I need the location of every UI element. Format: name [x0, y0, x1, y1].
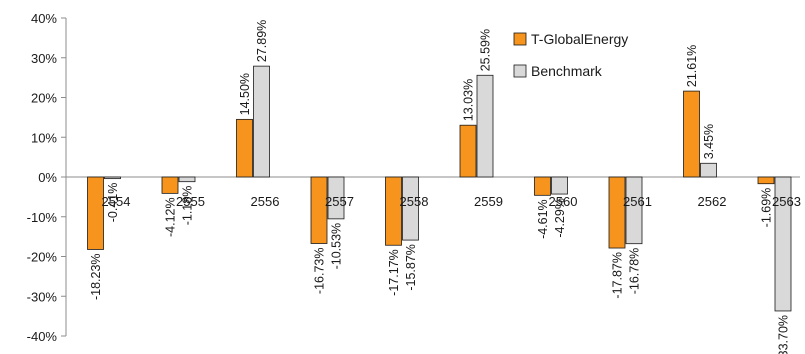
bar-benchmark-2558 — [402, 176, 419, 241]
data-label: 13.03% — [462, 79, 476, 121]
bar-t-globalenergy-2561 — [608, 176, 626, 249]
x-tick-label: 2556 — [251, 194, 280, 209]
legend-swatch-benchmark — [513, 64, 527, 78]
data-label: -0.41% — [106, 183, 120, 223]
data-label: -4.12% — [164, 197, 178, 237]
bar-benchmark-2560 — [551, 176, 568, 195]
data-label: 3.45% — [702, 124, 716, 159]
x-tick-label: 2560 — [549, 194, 578, 209]
x-tick-label: 2555 — [176, 194, 205, 209]
x-tick-label: 2562 — [698, 194, 727, 209]
bar-t-globalenergy-2556 — [236, 118, 253, 178]
data-label: 21.61% — [685, 45, 699, 87]
bar-t-globalenergy-2557 — [310, 176, 328, 244]
x-tick-label: 2559 — [474, 194, 503, 209]
data-label: 14.50% — [238, 73, 252, 115]
data-label: -17.87% — [611, 252, 625, 299]
bar-benchmark-2554 — [104, 176, 121, 180]
category-labels: 2554 2555 2556 2557 2558 2559 2560 2561 2562 2563 — [102, 194, 801, 209]
data-label: -4.29% — [553, 198, 567, 238]
y-tick-label: 30% — [31, 51, 57, 66]
legend: T-GlobalEnergy Benchmark — [513, 31, 628, 79]
y-tick-label: 40% — [31, 11, 57, 26]
data-label: -10.53% — [330, 223, 344, 270]
bar-t-globalenergy-2554 — [87, 176, 104, 250]
y-tick-label: -40% — [27, 329, 58, 344]
legend-label-t-globalenergy: T-GlobalEnergy — [531, 31, 628, 47]
axes: 40% 30% 20% 10% 0% -10% -20% -30% -40% — [27, 11, 800, 344]
y-tick-label: 0% — [38, 170, 57, 185]
bar-t-globalenergy-2562 — [683, 90, 700, 178]
bar-t-globalenergy-2563 — [757, 176, 775, 185]
y-tick-label: -10% — [27, 210, 58, 225]
legend-label-benchmark: Benchmark — [531, 63, 603, 79]
data-label: -18.23% — [89, 253, 103, 300]
y-tick-label: 10% — [31, 130, 57, 145]
data-label: 25.59% — [479, 29, 493, 71]
data-label: -1.18% — [181, 186, 195, 226]
data-label: -16.73% — [313, 248, 327, 295]
y-tick-label: -20% — [27, 250, 58, 265]
data-label: -1.69% — [760, 188, 774, 228]
bar-t-globalenergy-2558 — [385, 176, 402, 246]
x-tick-label: 2561 — [623, 194, 652, 209]
bars — [87, 65, 792, 312]
bar-benchmark-2563 — [774, 176, 792, 312]
bar-t-globalenergy-2560 — [534, 176, 551, 196]
bar-t-globalenergy-2555 — [161, 176, 179, 194]
x-tick-label: 2557 — [325, 194, 354, 209]
data-label: 27.89% — [255, 20, 269, 62]
y-tick-label: 20% — [31, 91, 57, 106]
bar-benchmark-2562 — [700, 162, 717, 178]
bar-benchmark-2557 — [327, 176, 345, 220]
data-label: -4.61% — [536, 199, 550, 239]
data-label: -16.78% — [628, 248, 642, 295]
bar-t-globalenergy-2559 — [459, 124, 477, 178]
x-tick-label: 2563 — [772, 194, 801, 209]
data-label: -33.70% — [777, 315, 791, 354]
legend-swatch-t-globalenergy — [513, 32, 527, 46]
data-labels: -18.23% -0.41% -4.12% -1.18% 14.50%27.89% -16… — [89, 20, 791, 354]
bar-benchmark-2559 — [476, 74, 494, 178]
y-tick-label: -30% — [27, 289, 58, 304]
bar-benchmark-2555 — [178, 176, 196, 183]
bar-benchmark-2561 — [625, 176, 643, 245]
x-tick-label: 2554 — [102, 194, 131, 209]
data-label: -17.17% — [387, 249, 401, 296]
data-label: -15.87% — [404, 244, 418, 291]
x-tick-label: 2558 — [400, 194, 429, 209]
bar-benchmark-2556 — [253, 65, 270, 178]
